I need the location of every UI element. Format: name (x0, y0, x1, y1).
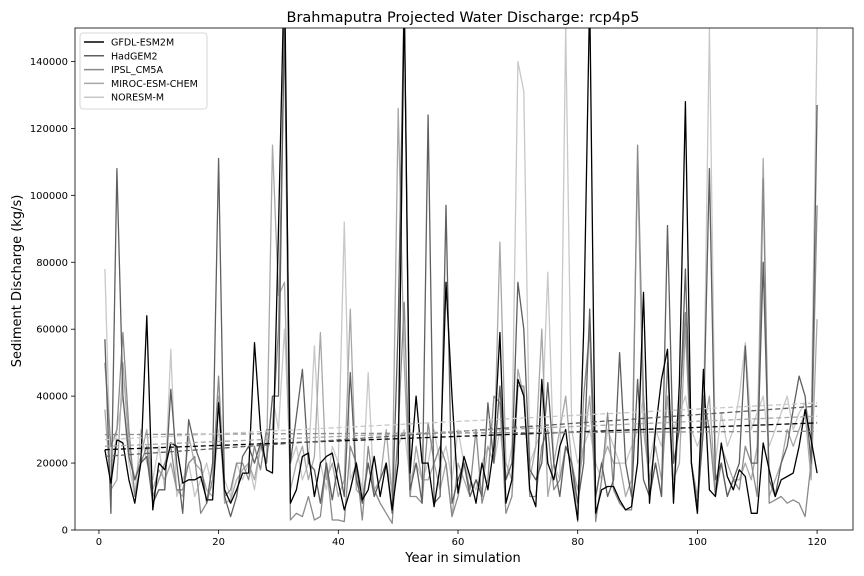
legend-label: GFDL-ESM2M (111, 38, 174, 49)
legend-label: MIROC-ESM-CHEM (111, 79, 198, 90)
y-tick-label: 60000 (36, 325, 68, 336)
series-line-gfdl-esm2m (104, 28, 818, 521)
y-tick-label: 120000 (30, 124, 68, 135)
trend-line-ipsl-cm5a (104, 430, 818, 436)
x-tick-label: 60 (452, 537, 465, 548)
y-tick-label: 0 (62, 526, 68, 537)
chart-title: Brahmaputra Projected Water Discharge: r… (287, 10, 640, 26)
x-axis-title: Year in simulation (404, 551, 520, 566)
series-line-miroc-esm-chem (104, 107, 818, 518)
y-tick-label: 80000 (36, 258, 68, 269)
x-tick-label: 20 (212, 537, 225, 548)
trend-line-gfdl-esm2m (104, 422, 818, 451)
series-layer (104, 28, 818, 524)
x-axis: 0 20 40 60 80 100 120 (96, 530, 827, 548)
y-axis: 0 20000 40000 60000 80000 100000 120000 140000 (30, 57, 75, 537)
y-axis-title: Sediment Discharge (kg/s) (10, 195, 25, 368)
x-tick-label: 120 (808, 537, 827, 548)
y-tick-label: 100000 (30, 191, 68, 202)
trend-line-noresm-m (104, 402, 818, 441)
y-tick-label: 40000 (36, 392, 68, 403)
trend-line-miroc-esm-chem (104, 415, 818, 447)
plot-frame (74, 27, 854, 531)
legend: GFDL-ESM2M HadGEM2 IPSL_CM5A MIROC-ESM-CHEM… (79, 32, 208, 110)
x-tick-label: 80 (571, 537, 584, 548)
x-tick-label: 0 (96, 537, 102, 548)
trend-layer (104, 402, 818, 458)
y-tick-label: 140000 (30, 57, 68, 68)
legend-label: NORESM-M (111, 93, 164, 104)
series-line-noresm-m (104, 28, 818, 498)
legend-box (79, 32, 208, 110)
y-tick-label: 20000 (36, 459, 68, 470)
x-tick-label: 100 (688, 537, 707, 548)
legend-label: IPSL_CM5A (111, 65, 163, 76)
legend-label: HadGEM2 (111, 51, 158, 62)
x-tick-label: 40 (332, 537, 345, 548)
